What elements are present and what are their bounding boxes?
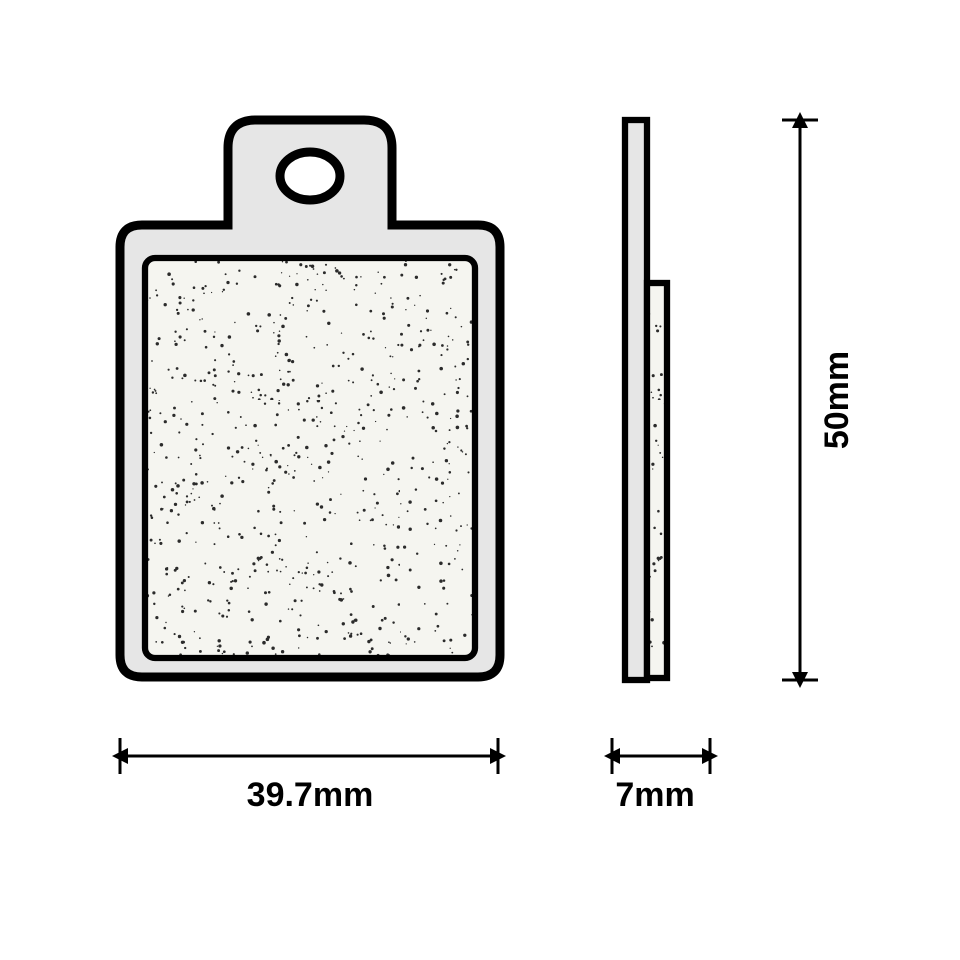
side-friction-pad xyxy=(647,283,667,678)
front-mounting-hole xyxy=(280,152,340,200)
side-backing-plate xyxy=(625,120,647,680)
front-friction-pad xyxy=(145,258,475,658)
dimension-height-label: 50mm xyxy=(818,351,856,449)
dimension-width-label: 39.7mm xyxy=(247,776,374,814)
dimension-depth-label: 7mm xyxy=(615,776,694,814)
